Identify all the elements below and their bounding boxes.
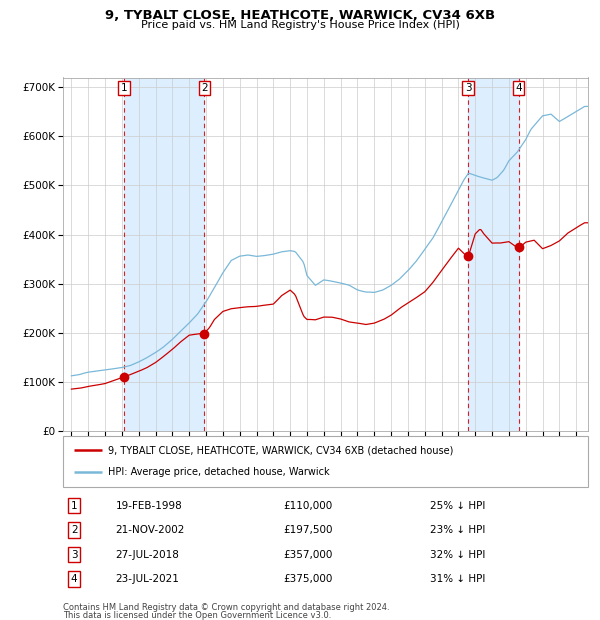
Text: HPI: Average price, detached house, Warwick: HPI: Average price, detached house, Warw… [107,467,329,477]
Bar [124,78,205,431]
Text: 4: 4 [515,83,522,93]
Text: 1: 1 [71,500,77,510]
Text: 2: 2 [71,525,77,535]
Text: 4: 4 [71,574,77,584]
Text: 1: 1 [121,83,127,93]
Text: £375,000: £375,000 [284,574,333,584]
Text: 31% ↓ HPI: 31% ↓ HPI [431,574,486,584]
Text: This data is licensed under the Open Government Licence v3.0.: This data is licensed under the Open Gov… [63,611,331,620]
Text: 9, TYBALT CLOSE, HEATHCOTE, WARWICK, CV34 6XB: 9, TYBALT CLOSE, HEATHCOTE, WARWICK, CV3… [105,9,495,22]
Text: Price paid vs. HM Land Registry's House Price Index (HPI): Price paid vs. HM Land Registry's House … [140,20,460,30]
Text: 3: 3 [465,83,472,93]
Text: Contains HM Land Registry data © Crown copyright and database right 2024.: Contains HM Land Registry data © Crown c… [63,603,389,612]
Text: 3: 3 [71,549,77,560]
Text: £197,500: £197,500 [284,525,333,535]
Bar [468,78,518,431]
FancyBboxPatch shape [63,436,588,487]
Text: 23% ↓ HPI: 23% ↓ HPI [431,525,486,535]
Text: 27-JUL-2018: 27-JUL-2018 [115,549,179,560]
Text: 23-JUL-2021: 23-JUL-2021 [115,574,179,584]
Text: 32% ↓ HPI: 32% ↓ HPI [431,549,486,560]
Text: £110,000: £110,000 [284,500,333,510]
Text: 9, TYBALT CLOSE, HEATHCOTE, WARWICK, CV34 6XB (detached house): 9, TYBALT CLOSE, HEATHCOTE, WARWICK, CV3… [107,445,453,455]
Text: 2: 2 [201,83,208,93]
Text: 21-NOV-2002: 21-NOV-2002 [115,525,185,535]
Text: £357,000: £357,000 [284,549,333,560]
Text: 25% ↓ HPI: 25% ↓ HPI [431,500,486,510]
Text: 19-FEB-1998: 19-FEB-1998 [115,500,182,510]
